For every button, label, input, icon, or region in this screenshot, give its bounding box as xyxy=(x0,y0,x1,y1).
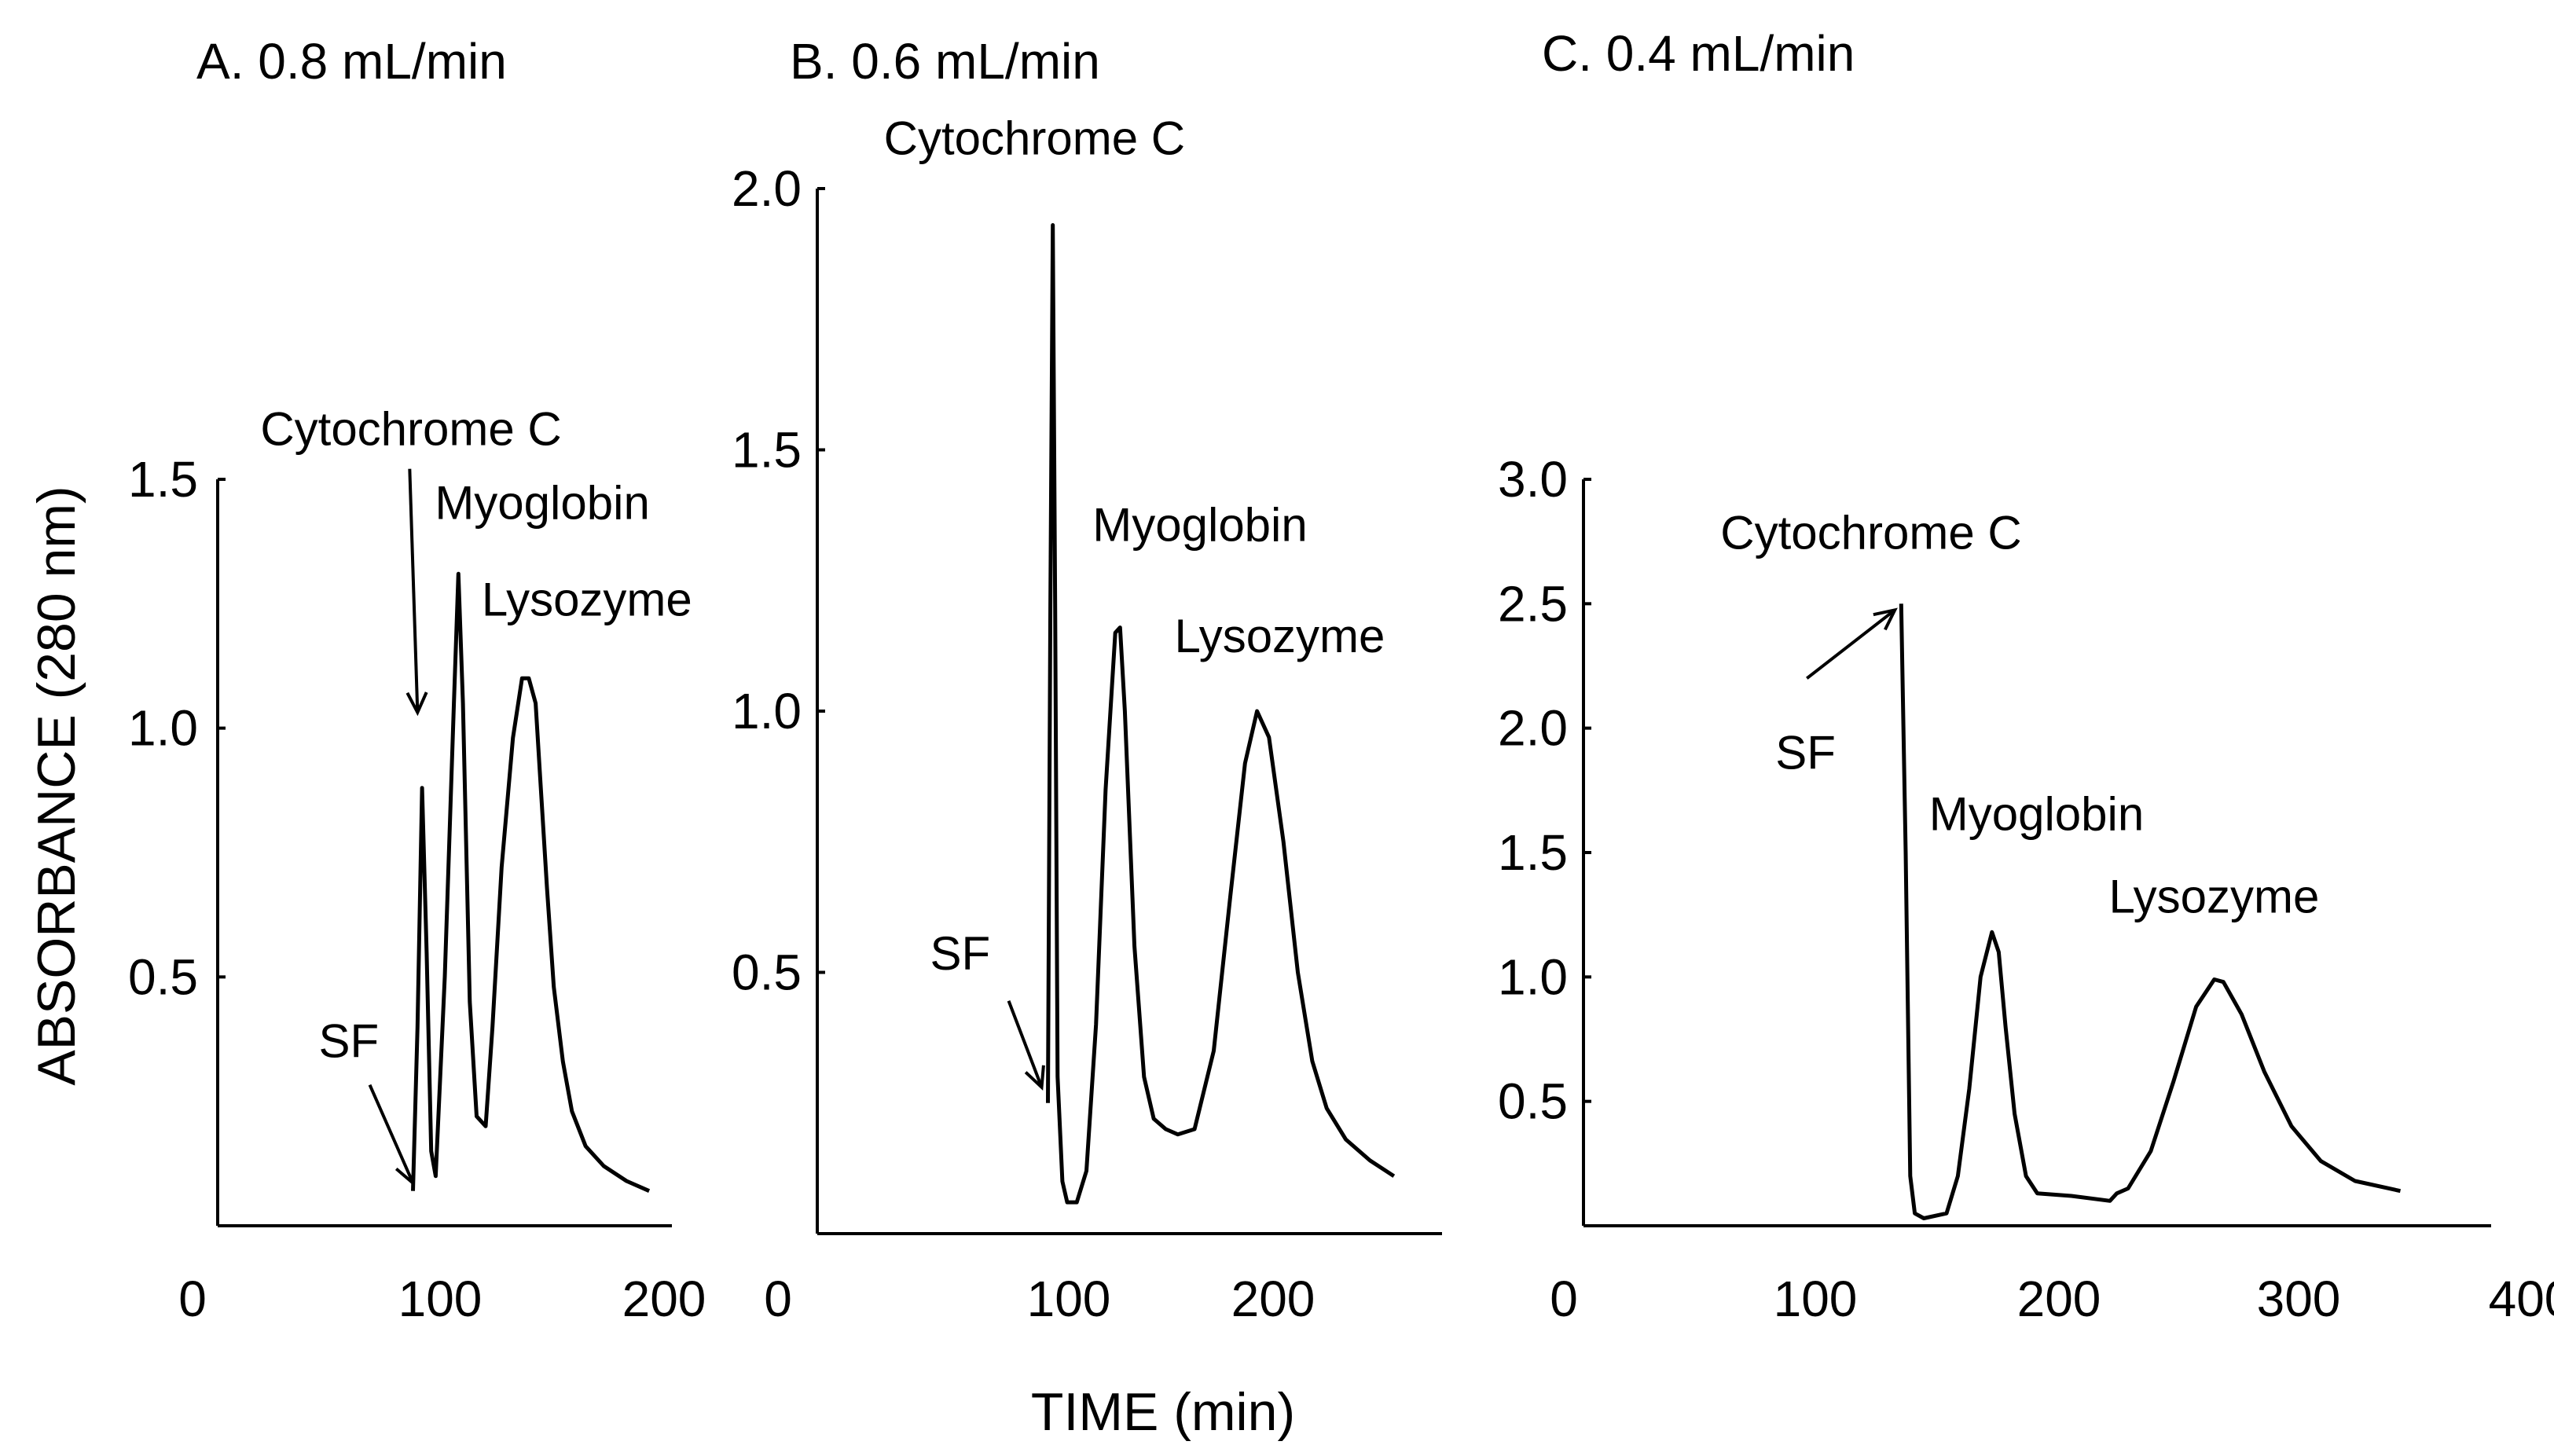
panel-a-arrow-cytochrome-c xyxy=(408,468,420,713)
panel-b-annotations: Cytochrome C Myoglobin Lysozyme SF xyxy=(884,112,1385,1091)
panel-c-xtick-label: 300 xyxy=(2257,1271,2341,1327)
panel-b-arrow-sf xyxy=(1007,1000,1044,1088)
panel-c-xtick-label: 400 xyxy=(2489,1271,2554,1327)
panel-a-annotations: Cytochrome C Myoglobin Lysozyme SF xyxy=(260,403,692,1186)
panel-c-ytick-label: 0.5 xyxy=(1498,1073,1568,1130)
panel-a-trace xyxy=(411,571,651,1193)
panel-c-xtick-label: 100 xyxy=(1774,1271,1858,1327)
figure-ylabel: ABSORBANCE (280 nm) xyxy=(27,486,86,1085)
panel-b-label-lysozyme: Lysozyme xyxy=(1175,610,1385,662)
panel-b-arrowhead-sf xyxy=(1024,1065,1045,1091)
panel-b-ticks: 0.5 1.0 1.5 2.0 0 100 200 xyxy=(732,160,1315,1327)
panel-c-label-lysozyme: Lysozyme xyxy=(2109,871,2320,923)
panel-c-ytick-label: 2.0 xyxy=(1498,700,1568,757)
panel-a-label-lysozyme: Lysozyme xyxy=(482,573,692,625)
panel-c-title: C. 0.4 mL/min xyxy=(1542,25,1855,82)
panel-c-label-myoglobin: Myoglobin xyxy=(1929,787,2145,840)
panel-c-xtick-label: 200 xyxy=(2017,1271,2101,1327)
panel-b-label-myoglobin: Myoglobin xyxy=(1092,499,1308,552)
panel-c-ytick-label: 3.0 xyxy=(1498,451,1568,508)
panel-b-ytick-label: 2.0 xyxy=(732,160,802,217)
panel-c-trace xyxy=(1899,603,2402,1220)
panel-a-ytick-label: 0.5 xyxy=(128,948,198,1005)
panel-b-title: B. 0.6 mL/min xyxy=(790,33,1100,90)
panel-c-ytick-label: 1.5 xyxy=(1498,824,1568,881)
panel-c-xtick-label: 0 xyxy=(1550,1271,1578,1327)
panel-a-label-myoglobin: Myoglobin xyxy=(435,476,650,529)
panel-a-ticks: 0.5 1.0 1.5 0 100 200 xyxy=(128,451,706,1327)
panel-c-arrowhead-sf xyxy=(1873,607,1898,631)
panel-c-annotations: Cytochrome C Myoglobin Lysozyme SF xyxy=(1720,506,2319,922)
panel-c-label-sf: SF xyxy=(1775,726,1836,779)
panel-a-title: A. 0.8 mL/min xyxy=(196,33,507,90)
panel-a-arrowhead-cytochrome-c xyxy=(405,691,428,717)
panel-b-xtick-label: 200 xyxy=(1231,1271,1316,1327)
panel-b: B. 0.6 mL/min 0.5 1.0 1.5 2.0 0 100 200 Cytoch… xyxy=(732,33,1442,1327)
panel-a-xtick-label: 100 xyxy=(398,1271,483,1327)
panel-b-xtick-label: 100 xyxy=(1027,1271,1111,1327)
panel-a-label-cytochrome-c: Cytochrome C xyxy=(260,403,561,456)
panel-b-ytick-label: 1.5 xyxy=(732,422,802,479)
panel-b-xtick-label: 0 xyxy=(764,1271,792,1327)
panel-a: A. 0.8 mL/min 0.5 1.0 1.5 0 100 200 Cytochrom… xyxy=(128,33,706,1327)
panel-c-ytick-label: 1.0 xyxy=(1498,948,1568,1005)
panel-c-arrow-sf xyxy=(1806,608,1896,680)
panel-a-ytick-label: 1.0 xyxy=(128,700,198,757)
panel-b-ytick-label: 1.0 xyxy=(732,683,802,739)
panel-c: C. 0.4 mL/min 0.5 1.0 1.5 2.0 2.5 3.0 0 100 200 3… xyxy=(1498,25,2554,1327)
panel-b-label-cytochrome-c: Cytochrome C xyxy=(884,112,1185,165)
panel-a-label-sf: SF xyxy=(319,1015,380,1068)
panel-a-arrowhead-sf xyxy=(394,1161,416,1186)
panel-b-trace xyxy=(1046,223,1396,1205)
figure-xlabel: TIME (min) xyxy=(1031,1382,1295,1442)
panel-c-ytick-label: 2.5 xyxy=(1498,575,1568,632)
panel-b-label-sf: SF xyxy=(930,927,991,980)
panel-a-xtick-label: 200 xyxy=(622,1271,706,1327)
panel-a-arrow-sf xyxy=(368,1084,415,1184)
panel-c-label-cytochrome-c: Cytochrome C xyxy=(1720,506,2021,559)
panel-a-xtick-label: 0 xyxy=(178,1271,207,1327)
panel-a-ytick-label: 1.5 xyxy=(128,451,198,508)
panel-b-ytick-label: 0.5 xyxy=(732,944,802,1001)
panel-c-ticks: 0.5 1.0 1.5 2.0 2.5 3.0 0 100 200 300 400 xyxy=(1498,451,2554,1327)
